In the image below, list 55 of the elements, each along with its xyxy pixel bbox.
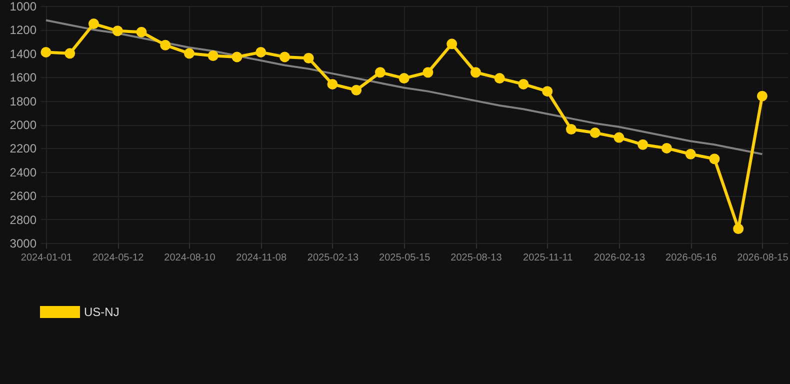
x-tick-label: 2024-08-10 <box>164 252 216 264</box>
point <box>184 48 194 59</box>
x-tick-label: 2026-08-15 <box>737 252 789 264</box>
x-tick-label: 2024-01-01 <box>20 252 72 264</box>
x-tick-label: 2026-02-13 <box>594 252 646 264</box>
x-tick-label: 2025-05-15 <box>379 252 431 264</box>
point <box>590 128 600 138</box>
point <box>638 139 648 150</box>
point <box>518 78 529 90</box>
y-tick-label: 2600 <box>10 189 37 204</box>
x-tick-label: 2025-08-13 <box>450 252 502 264</box>
point <box>88 18 99 30</box>
y-tick-label: 2800 <box>10 212 37 227</box>
line-series <box>44 19 764 156</box>
y-tick-label: 2000 <box>10 118 37 132</box>
y-tick-label: 2200 <box>10 142 37 156</box>
point <box>542 86 553 97</box>
x-tick-label: 2025-02-13 <box>307 252 359 264</box>
y-tick-label: 1000 <box>10 0 37 14</box>
point <box>709 154 720 164</box>
x-tick-label: 2024-11-08 <box>236 252 287 264</box>
y-tick-label: 3000 <box>10 236 37 250</box>
point <box>398 73 410 84</box>
point <box>733 224 744 234</box>
y-tick-label: 1800 <box>10 94 37 108</box>
point <box>351 84 362 96</box>
point <box>256 46 266 58</box>
point <box>40 46 52 58</box>
point <box>136 26 147 38</box>
point <box>446 38 458 50</box>
point <box>160 40 171 50</box>
x-tick-label: 2024-05-12 <box>92 252 144 264</box>
point <box>232 52 242 62</box>
y-tick-label: 1600 <box>10 70 37 85</box>
x-tick-label: 2026-05-16 <box>666 252 718 264</box>
point <box>112 26 123 36</box>
point <box>208 50 218 62</box>
x-tick-label: 2025-11-11 <box>523 252 574 264</box>
point <box>661 142 672 154</box>
legend-label: US-NJ <box>84 305 120 319</box>
y-tick-label: 2400 <box>10 165 37 180</box>
point <box>279 52 290 62</box>
point <box>303 52 314 64</box>
point <box>422 67 434 78</box>
point <box>494 73 505 84</box>
point <box>614 132 624 143</box>
point <box>566 124 576 134</box>
y-tick-label: 1400 <box>10 46 37 61</box>
point <box>374 67 386 78</box>
point <box>756 90 768 102</box>
point <box>470 67 481 78</box>
point <box>685 148 696 160</box>
y-tick-label: 1200 <box>10 23 37 38</box>
point <box>327 78 338 90</box>
point <box>64 48 76 59</box>
